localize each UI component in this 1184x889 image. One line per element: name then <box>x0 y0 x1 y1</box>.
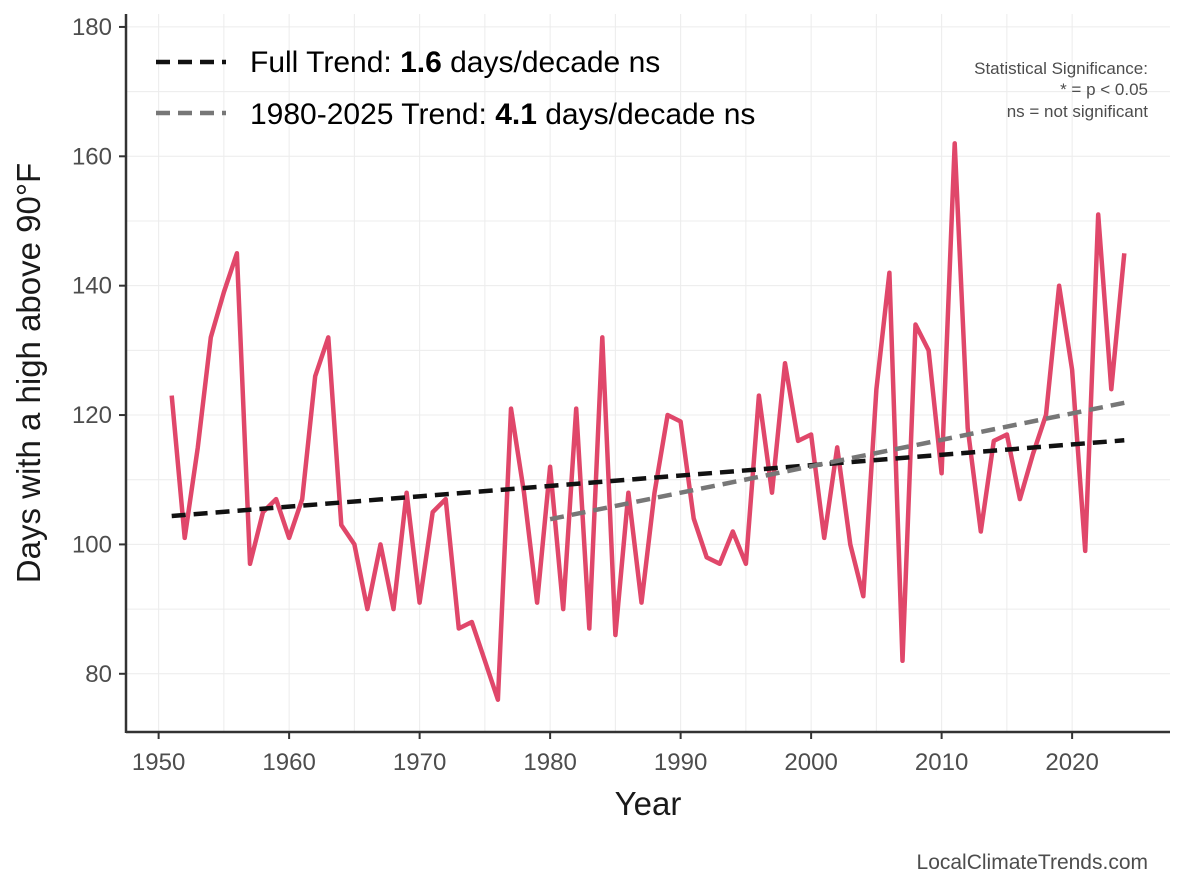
source-credit: LocalClimateTrends.com <box>917 851 1148 874</box>
plot-series <box>169 141 1127 702</box>
ticks: 1950 1960 1970 1980 1990 2000 2010 2020 80 100 120… <box>72 14 1099 776</box>
x-tick-label: 2000 <box>784 749 837 776</box>
y-tick-label: 140 <box>72 273 112 300</box>
x-axis-title: Year <box>615 785 682 822</box>
legend: Full Trend: 1.6 days/decade ns 1980-2025… <box>156 46 755 131</box>
y-tick-label: 120 <box>72 402 112 429</box>
y-tick-label: 160 <box>72 143 112 170</box>
legend-label-recent-trend: 1980-2025 Trend: 4.1 days/decade ns <box>250 98 755 131</box>
x-tick-label: 2010 <box>915 749 968 776</box>
x-tick-label: 1950 <box>132 749 185 776</box>
y-tick-label: 100 <box>72 531 112 558</box>
full-trend-line <box>171 438 1125 519</box>
x-tick-label: 1990 <box>654 749 707 776</box>
x-tick-label: 1960 <box>262 749 315 776</box>
axes <box>124 14 1170 734</box>
significance-note: Statistical Significance: * = p < 0.05 n… <box>974 59 1148 121</box>
y-axis-title: Days with a high above 90°F <box>10 163 47 583</box>
x-tick-label: 2020 <box>1045 749 1098 776</box>
recent-trend-line <box>549 400 1125 522</box>
significance-note-title: Statistical Significance: <box>974 59 1148 78</box>
legend-label-full-trend: Full Trend: 1.6 days/decade ns <box>250 46 660 79</box>
y-tick-label: 180 <box>72 14 112 41</box>
significance-note-star: * = p < 0.05 <box>1060 80 1148 99</box>
x-tick-label: 1980 <box>523 749 576 776</box>
y-tick-label: 80 <box>85 661 112 688</box>
annual-days-series-line <box>169 141 1127 702</box>
significance-note-ns: ns = not significant <box>1007 102 1149 121</box>
x-tick-label: 1970 <box>393 749 446 776</box>
